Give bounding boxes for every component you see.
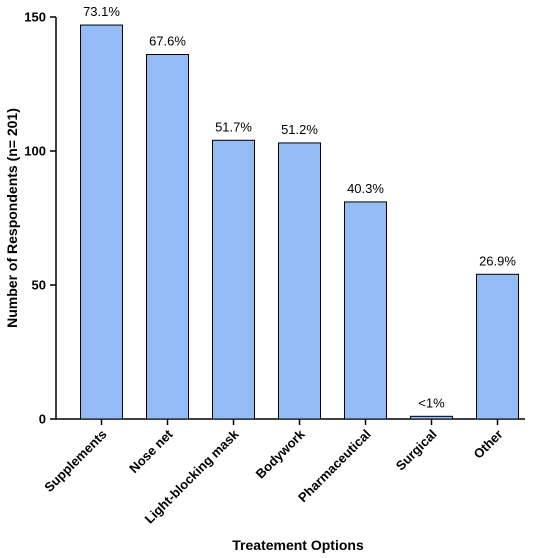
data-label: 26.9% [479,253,516,268]
data-label: 67.6% [149,34,186,49]
x-axis-title: Treatement Options [232,537,364,553]
x-tick-label: Other [470,427,505,462]
x-tick-label: Supplements [41,427,109,495]
bar-supplements [80,24,123,420]
bar-nose-net [146,54,189,420]
data-label: 40.3% [347,181,384,196]
bar-bodywork [278,142,321,420]
y-tick-label: 150 [24,10,46,25]
y-tick-label: 50 [32,278,46,293]
x-tick-label: Pharmaceutical [295,427,374,506]
y-axis-title: Number of Respondents (n= 201) [4,108,20,328]
x-tick-label: Nose net [126,426,176,476]
bars [80,24,519,420]
data-label: <1% [418,395,445,410]
y-ticks: 0 50 100 150 [24,10,56,427]
bar-pharmaceutical [344,201,387,420]
data-label: 51.7% [215,119,252,134]
y-tick-label: 100 [24,144,46,159]
x-tick-label: Bodywork [253,426,309,482]
data-labels: 73.1% 67.6% 51.7% 51.2% 40.3% <1% 26.9% [83,4,516,410]
x-tick-label: Surgical [393,427,440,474]
y-tick-label: 0 [39,412,46,427]
bar-light-blocking-mask [212,139,255,420]
data-label: 51.2% [281,122,318,137]
data-label: 73.1% [83,4,120,19]
bar-other [476,273,519,420]
bar-surgical [410,415,453,420]
